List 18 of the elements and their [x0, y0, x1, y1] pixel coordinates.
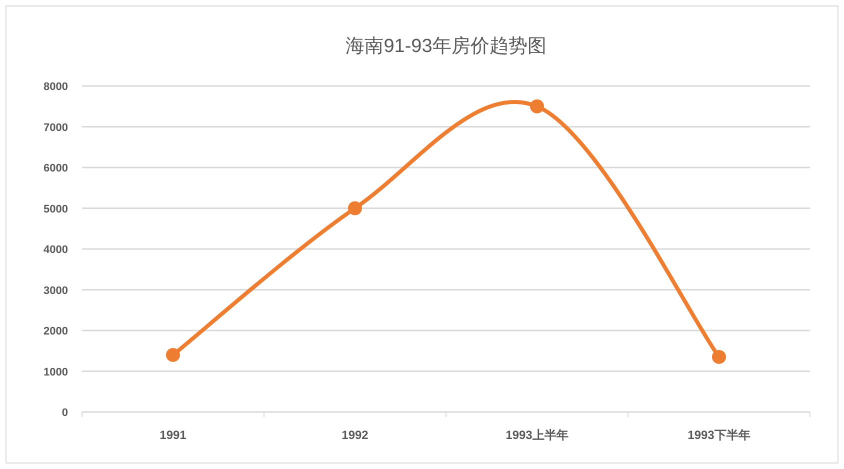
y-tick-label: 3000 [44, 284, 68, 297]
x-tick-label: 1991 [160, 428, 187, 442]
point [530, 99, 544, 114]
chart-title: 海南91-93年房价趋势图 [346, 35, 546, 57]
x-tick-label: 1993上半年 [506, 428, 568, 442]
y-tick-label: 1000 [44, 366, 68, 378]
y-tick-label: 8000 [44, 81, 68, 93]
y-tick-label: 4000 [44, 244, 68, 256]
point [712, 350, 726, 364]
y-tick-label: 2000 [44, 326, 68, 338]
y-tick-label: 5000 [44, 203, 68, 216]
y-tick-label: 7000 [44, 122, 68, 134]
x-tick-label: 1993下半年 [688, 428, 750, 442]
point [166, 348, 180, 362]
y-tick-label: 0 [62, 407, 68, 419]
x-tick-label: 1992 [342, 428, 369, 442]
point [348, 201, 362, 216]
y-tick-label: 6000 [44, 162, 68, 174]
